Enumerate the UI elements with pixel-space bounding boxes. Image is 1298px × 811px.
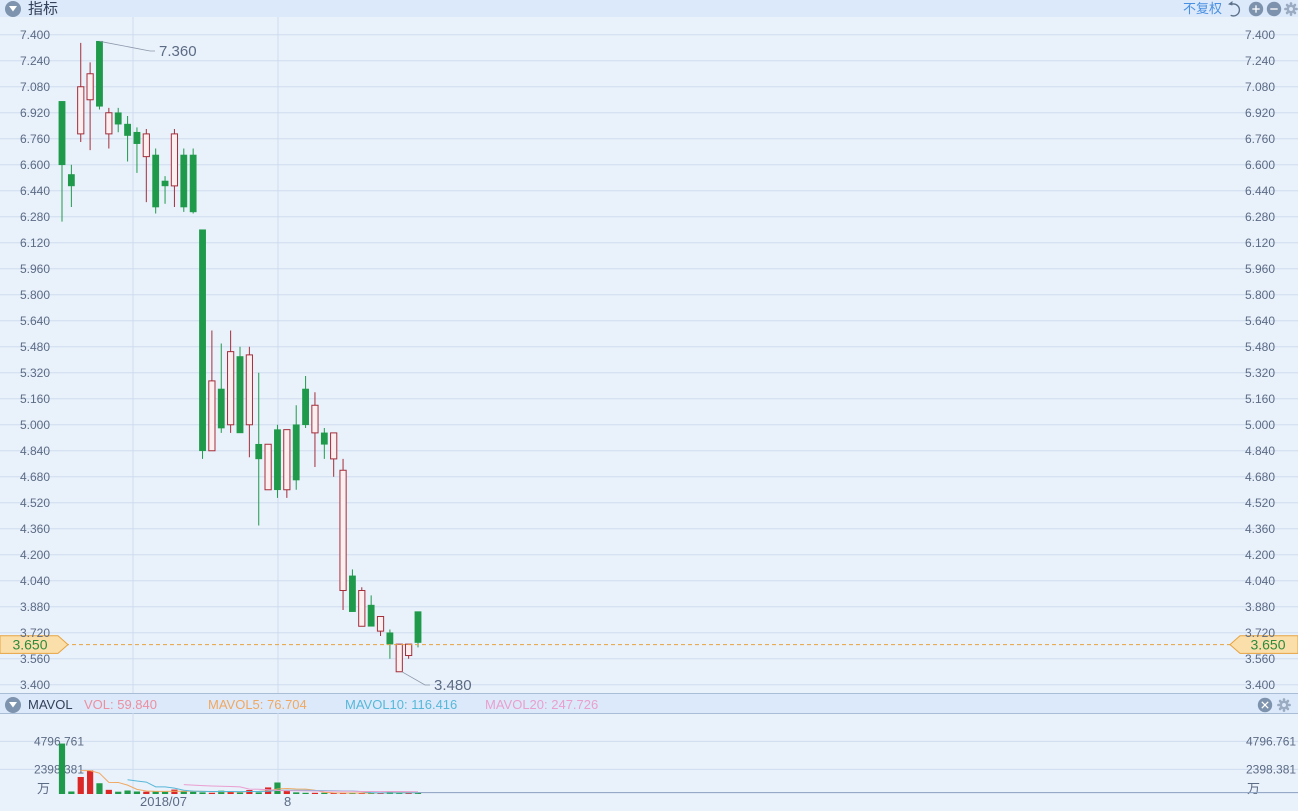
svg-text:5.640: 5.640 bbox=[1245, 314, 1275, 328]
svg-text:4.040: 4.040 bbox=[1245, 574, 1275, 588]
svg-text:MAVOL20: 247.726: MAVOL20: 247.726 bbox=[485, 697, 598, 712]
svg-text:5.480: 5.480 bbox=[20, 340, 50, 354]
svg-text:6.760: 6.760 bbox=[20, 132, 50, 146]
svg-text:5.480: 5.480 bbox=[1245, 340, 1275, 354]
svg-text:6.920: 6.920 bbox=[1245, 106, 1275, 120]
svg-text:4.680: 4.680 bbox=[20, 470, 50, 484]
svg-text:5.960: 5.960 bbox=[20, 262, 50, 276]
svg-text:MAVOL10: 116.416: MAVOL10: 116.416 bbox=[345, 697, 457, 712]
svg-text:7.400: 7.400 bbox=[20, 28, 50, 42]
svg-text:3.720: 3.720 bbox=[1245, 626, 1275, 640]
svg-text:7.360: 7.360 bbox=[159, 43, 197, 60]
svg-text:4.840: 4.840 bbox=[1245, 444, 1275, 458]
svg-text:6.120: 6.120 bbox=[1245, 236, 1275, 250]
svg-text:3.560: 3.560 bbox=[20, 652, 50, 666]
svg-text:5.000: 5.000 bbox=[1245, 418, 1275, 432]
svg-text:7.240: 7.240 bbox=[20, 54, 50, 68]
svg-text:3.720: 3.720 bbox=[20, 626, 50, 640]
svg-text:5.000: 5.000 bbox=[20, 418, 50, 432]
svg-text:5.160: 5.160 bbox=[20, 392, 50, 406]
svg-text:万: 万 bbox=[37, 781, 50, 796]
svg-text:6.760: 6.760 bbox=[1245, 132, 1275, 146]
svg-text:3.400: 3.400 bbox=[1245, 678, 1275, 692]
svg-text:5.960: 5.960 bbox=[1245, 262, 1275, 276]
svg-text:3.400: 3.400 bbox=[20, 678, 50, 692]
svg-text:6.440: 6.440 bbox=[1245, 184, 1275, 198]
svg-text:4.360: 4.360 bbox=[20, 522, 50, 536]
svg-text:不复权: 不复权 bbox=[1183, 1, 1222, 16]
svg-text:7.400: 7.400 bbox=[1245, 28, 1275, 42]
svg-text:4.840: 4.840 bbox=[20, 444, 50, 458]
svg-text:6.920: 6.920 bbox=[20, 106, 50, 120]
svg-text:5.320: 5.320 bbox=[1245, 366, 1275, 380]
svg-text:4.680: 4.680 bbox=[1245, 470, 1275, 484]
svg-text:6.280: 6.280 bbox=[20, 210, 50, 224]
svg-text:MAVOL: MAVOL bbox=[28, 697, 73, 712]
svg-text:7.080: 7.080 bbox=[1245, 80, 1275, 94]
svg-text:万: 万 bbox=[1247, 781, 1260, 796]
svg-text:2398.381: 2398.381 bbox=[1246, 763, 1296, 777]
svg-text:6.600: 6.600 bbox=[20, 158, 50, 172]
svg-text:3.480: 3.480 bbox=[434, 677, 472, 694]
svg-text:4.040: 4.040 bbox=[20, 574, 50, 588]
svg-text:4.360: 4.360 bbox=[1245, 522, 1275, 536]
svg-text:6.440: 6.440 bbox=[20, 184, 50, 198]
svg-text:6.600: 6.600 bbox=[1245, 158, 1275, 172]
svg-text:4796.761: 4796.761 bbox=[1246, 735, 1296, 749]
svg-text:VOL: 59.840: VOL: 59.840 bbox=[84, 697, 157, 712]
svg-text:2018/07: 2018/07 bbox=[140, 794, 187, 809]
svg-text:4.200: 4.200 bbox=[1245, 548, 1275, 562]
svg-text:MAVOL5: 76.704: MAVOL5: 76.704 bbox=[208, 697, 307, 712]
svg-text:7.080: 7.080 bbox=[20, 80, 50, 94]
svg-text:7.240: 7.240 bbox=[1245, 54, 1275, 68]
svg-text:4.520: 4.520 bbox=[1245, 496, 1275, 510]
svg-text:3.880: 3.880 bbox=[20, 600, 50, 614]
svg-text:6.280: 6.280 bbox=[1245, 210, 1275, 224]
svg-text:4.200: 4.200 bbox=[20, 548, 50, 562]
svg-text:5.320: 5.320 bbox=[20, 366, 50, 380]
svg-text:3.560: 3.560 bbox=[1245, 652, 1275, 666]
svg-text:指标: 指标 bbox=[28, 1, 58, 18]
svg-text:4.520: 4.520 bbox=[20, 496, 50, 510]
svg-text:5.160: 5.160 bbox=[1245, 392, 1275, 406]
svg-text:5.800: 5.800 bbox=[1245, 288, 1275, 302]
svg-text:3.880: 3.880 bbox=[1245, 600, 1275, 614]
svg-text:5.640: 5.640 bbox=[20, 314, 50, 328]
svg-text:5.800: 5.800 bbox=[20, 288, 50, 302]
svg-text:8: 8 bbox=[284, 794, 291, 809]
svg-text:6.120: 6.120 bbox=[20, 236, 50, 250]
